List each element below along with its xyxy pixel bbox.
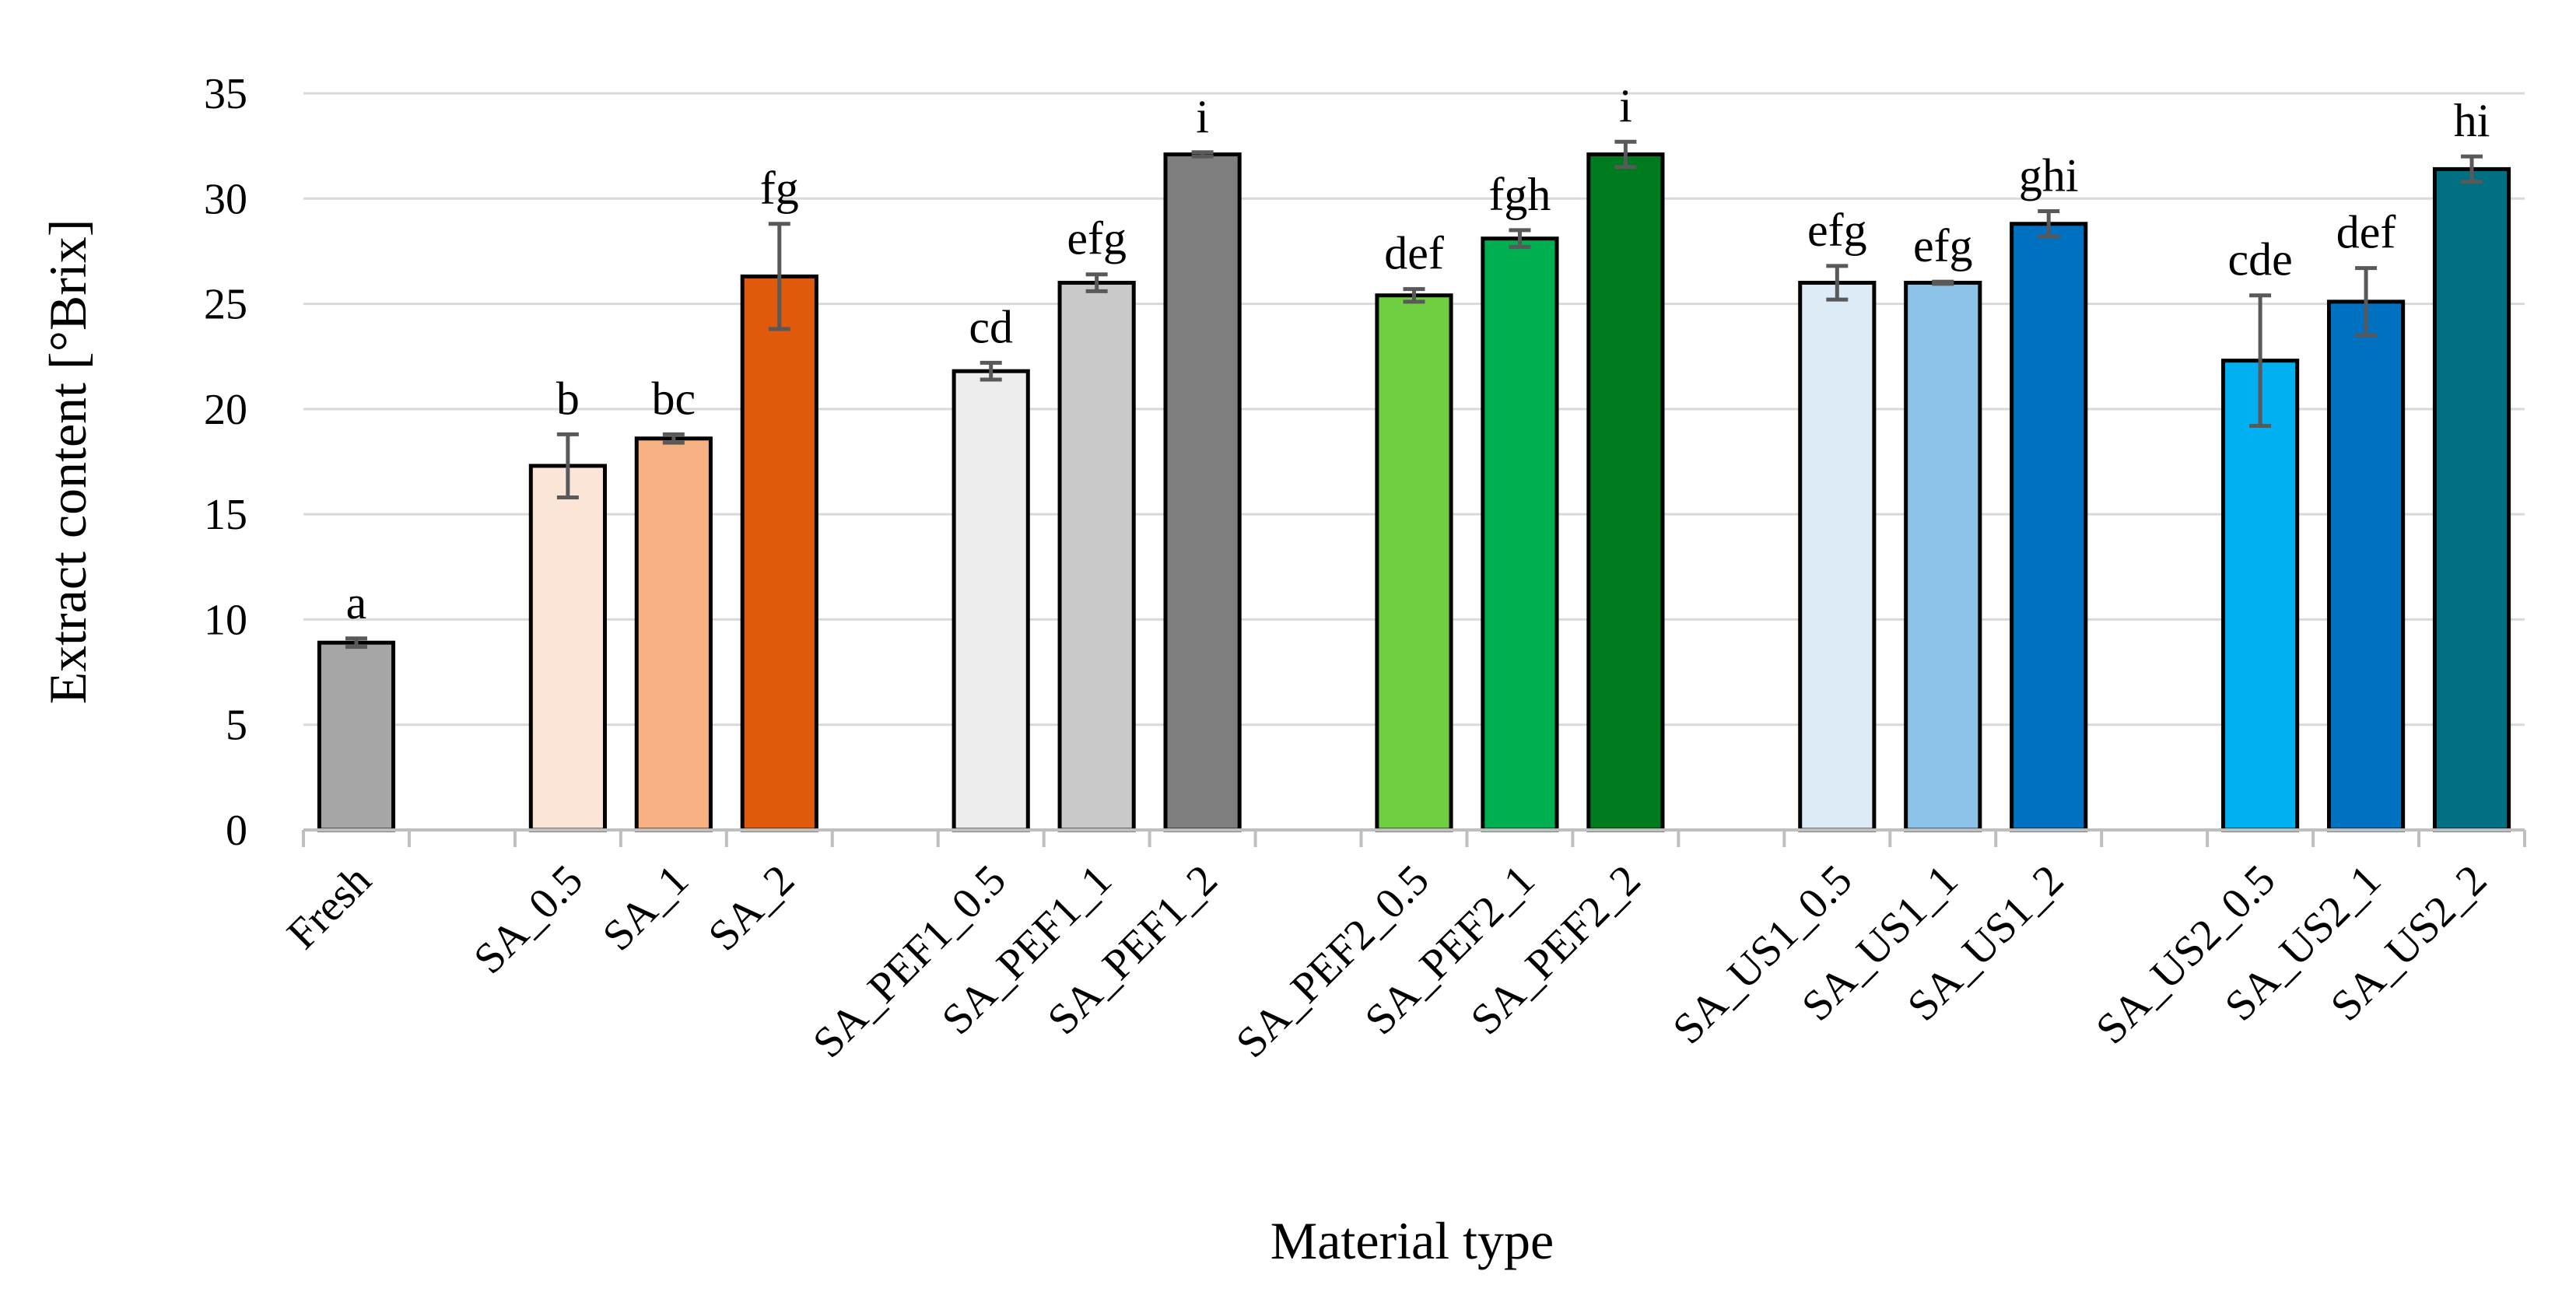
significance-letter: b [556, 373, 580, 424]
bars [317, 152, 2511, 832]
significance-letter: def [1384, 228, 1444, 279]
bar [528, 464, 607, 832]
error-bar [768, 222, 790, 331]
significance-letter: i [1196, 91, 1209, 142]
x-tick-label: Fresh [278, 856, 380, 958]
error-bar [662, 432, 685, 445]
significance-letter: fgh [1488, 169, 1551, 220]
bar [1904, 281, 1982, 832]
y-tick-label: 0 [226, 807, 247, 855]
error-bar [2038, 209, 2060, 239]
error-bars [345, 139, 2483, 649]
y-axis-title: Extract content [°Brix] [38, 219, 97, 705]
x-tick-label: SA_0.5 [464, 856, 592, 983]
y-tick-label: 10 [204, 596, 247, 644]
bar [952, 369, 1030, 832]
error-bar [2249, 293, 2272, 429]
x-axis-title: Material type [1270, 1211, 1554, 1270]
x-tick-label: SA_1 [594, 856, 698, 960]
error-bar [1085, 272, 1108, 293]
y-axis-tick-labels: 0 5 10 15 20 25 30 35 [204, 70, 247, 855]
significance-letter: fg [760, 163, 799, 214]
error-bar [980, 360, 1002, 382]
bar [1586, 152, 1665, 832]
bar [1798, 281, 1877, 832]
bar [2326, 299, 2406, 832]
significance-letter: hi [2454, 95, 2490, 146]
y-tick-label: 15 [204, 491, 247, 539]
bar [634, 436, 713, 832]
error-bar [1509, 228, 1531, 250]
significance-letter: cd [969, 301, 1013, 352]
bar [1163, 152, 1242, 832]
x-axis-ticks [302, 830, 2526, 847]
error-bar [1614, 139, 1637, 170]
significance-letter: cde [2227, 234, 2292, 285]
error-bar [556, 432, 579, 499]
bar [317, 640, 396, 832]
y-tick-label: 25 [204, 281, 247, 329]
significance-letter: def [2336, 207, 2396, 258]
error-bar [345, 636, 367, 649]
significance-letter: ghi [2019, 150, 2079, 201]
y-tick-label: 35 [204, 70, 247, 118]
error-bar [1403, 287, 1425, 304]
bar [1057, 281, 1136, 832]
x-axis-tick-labels: Fresh SA_0.5 SA_1 SA_2 SA_PEF1_0.5SA_PEF1_1S… [278, 856, 2496, 1067]
significance-letter: a [346, 577, 367, 628]
bar [2221, 359, 2300, 832]
bar [2432, 166, 2511, 832]
x-tick-label: SA_2 [699, 856, 804, 960]
y-tick-label: 20 [204, 386, 247, 434]
error-bar [1932, 279, 1954, 286]
bar [1481, 236, 1559, 832]
significance-letter: efg [1913, 220, 1973, 271]
error-bar [1191, 150, 1214, 159]
bar [2010, 222, 2088, 832]
y-tick-label: 30 [204, 175, 247, 223]
bar [740, 274, 818, 832]
error-bar [2461, 154, 2483, 184]
y-tick-label: 5 [226, 702, 247, 750]
significance-letter: efg [1067, 213, 1127, 264]
error-bar [1826, 264, 1849, 302]
significance-letter: bc [652, 373, 696, 424]
significance-letter: i [1619, 80, 1632, 131]
error-bar [2355, 266, 2378, 338]
bar [1375, 293, 1453, 832]
significance-letter: efg [1807, 205, 1867, 256]
